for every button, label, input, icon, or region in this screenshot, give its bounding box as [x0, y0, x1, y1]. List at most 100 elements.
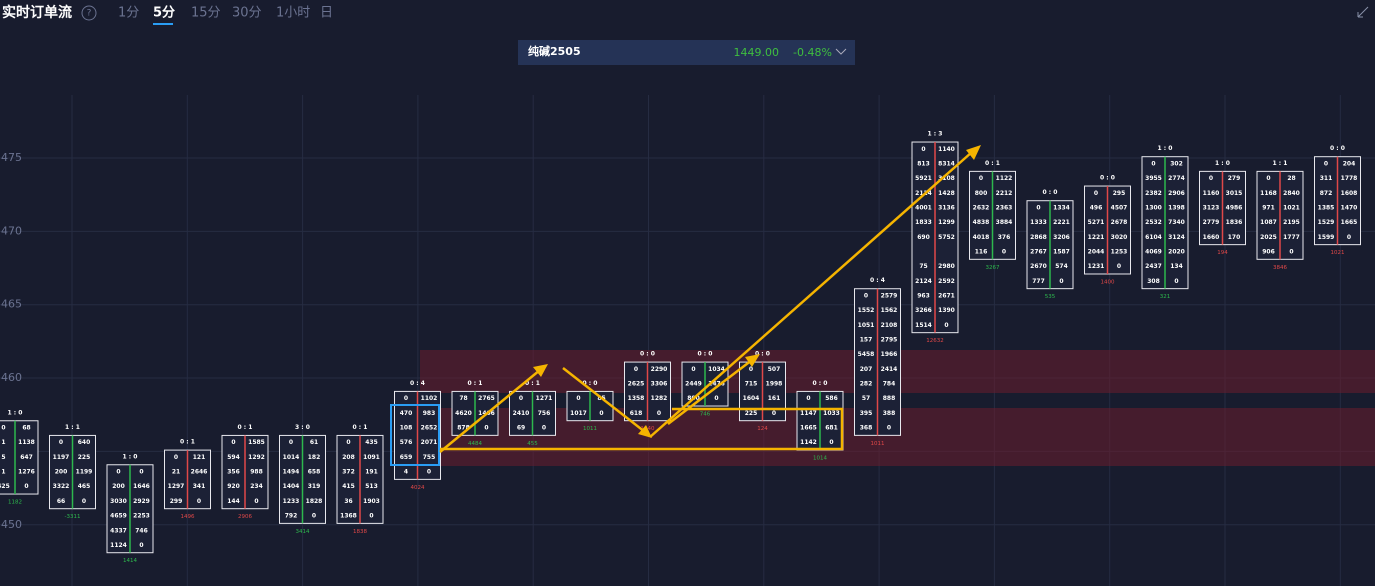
footprint-column: 0 : 0 0 295 496 4507 5271 2678 1221 3020 2044 1253… — [1084, 175, 1131, 285]
collapse-icon[interactable] — [1357, 6, 1369, 18]
tab[interactable]: 1分 — [118, 6, 139, 21]
column-delta: 3414 — [296, 529, 310, 535]
bid-volume: 496 — [1090, 205, 1103, 212]
help-icon-text[interactable]: ? — [87, 9, 92, 19]
ask-volume: 3306 — [651, 381, 668, 388]
ask-volume: 2765 — [478, 395, 495, 402]
bid-volume: 311 — [1320, 175, 1333, 182]
ask-volume: 888 — [883, 395, 896, 402]
bid-volume: 3030 — [110, 498, 127, 505]
column-header: 3 : 0 — [295, 424, 310, 431]
bid-volume: 920 — [227, 483, 240, 490]
column-header: 0 : 0 — [640, 351, 655, 358]
column-header: 1 : 0 — [1215, 160, 1230, 167]
ask-volume: 182 — [308, 454, 321, 461]
column-header: 0 : 1 — [985, 160, 1000, 167]
ask-volume: 784 — [883, 381, 896, 388]
tab[interactable]: 30分 — [232, 6, 262, 21]
bid-volume: 792 — [285, 513, 298, 520]
ask-volume: 1138 — [18, 439, 35, 446]
bid-volume: 594 — [227, 454, 240, 461]
ask-volume: 0 — [1174, 278, 1178, 285]
ask-volume: 61 — [310, 439, 318, 446]
ask-volume: 0 — [1347, 234, 1351, 241]
ask-volume: 681 — [825, 425, 838, 432]
dropdown-chevron[interactable] — [835, 48, 847, 55]
ask-volume: 5752 — [938, 234, 955, 241]
column-header: 0 : 0 — [583, 380, 598, 387]
ask-volume: 4986 — [1226, 205, 1243, 212]
ask-volume: 1778 — [1341, 175, 1358, 182]
arrowheads — [533, 145, 981, 438]
bid-volume: 4620 — [455, 410, 472, 417]
ask-volume: 1271 — [536, 395, 553, 402]
column-delta: 2906 — [238, 514, 252, 520]
ask-volume: 121 — [193, 454, 206, 461]
bid-volume: 208 — [342, 454, 355, 461]
footprint-column: 3 : 0 0 61 1014 182 1494 658 1404 319 1233 1828 792… — [279, 424, 326, 535]
ask-volume: 0 — [542, 425, 546, 432]
bid-volume: 116 — [975, 249, 988, 256]
ask-volume: 513 — [365, 483, 378, 490]
footprint-columns: 1 : 006811138564711276425011821 : 106401… — [0, 131, 1361, 564]
ask-volume: 1299 — [938, 219, 955, 226]
price-label: 1460 — [0, 371, 22, 384]
bid-volume: 1160 — [1203, 190, 1220, 197]
bid-volume: 1142 — [800, 439, 817, 446]
bid-volume: 372 — [342, 469, 355, 476]
column-delta: 3267 — [986, 265, 1000, 271]
range-box — [440, 407, 844, 451]
price-label: 1470 — [0, 224, 22, 237]
bid-volume: 225 — [745, 410, 758, 417]
ask-volume: 3206 — [1053, 234, 1070, 241]
bid-volume: 4001 — [915, 205, 932, 212]
ask-volume: 0 — [944, 322, 948, 329]
ask-volume: 0 — [599, 410, 603, 417]
bid-volume: 2632 — [973, 205, 990, 212]
bid-volume: 36 — [344, 498, 352, 505]
ask-volume: 2108 — [881, 322, 898, 329]
bid-volume: 1014 — [283, 454, 300, 461]
bid-volume: 308 — [1147, 278, 1160, 285]
ask-volume: 0 — [369, 513, 373, 520]
ask-volume: 1428 — [938, 190, 955, 197]
bid-volume: 282 — [860, 381, 873, 388]
tab[interactable]: 1小时 — [276, 6, 310, 21]
ask-volume: 170 — [1228, 234, 1241, 241]
arrowhead — [533, 364, 548, 377]
bid-volume: 0 — [1151, 161, 1155, 168]
bid-volume: 2382 — [1145, 190, 1162, 197]
bid-volume: 1599 — [1318, 234, 1335, 241]
tab[interactable]: 15分 — [191, 6, 221, 21]
bid-volume: 1358 — [628, 395, 645, 402]
bid-volume: 777 — [1032, 278, 1045, 285]
bid-volume: 144 — [227, 498, 240, 505]
ask-volume: 1253 — [1111, 249, 1128, 256]
ask-volume: 1562 — [881, 307, 898, 314]
tab[interactable]: 5分 — [153, 5, 175, 21]
bid-volume: 1385 — [1318, 205, 1335, 212]
bid-volume: 1233 — [283, 498, 300, 505]
instrument-bar[interactable] — [518, 40, 855, 65]
ask-volume: 2929 — [133, 498, 150, 505]
ask-volume: 0 — [484, 425, 488, 432]
ask-volume: 1122 — [996, 175, 1013, 182]
column-header: 0 : 4 — [410, 380, 425, 387]
ask-volume: 3124 — [1168, 234, 1185, 241]
tab[interactable]: 日 — [320, 6, 333, 21]
ask-volume: 319 — [308, 483, 321, 490]
bid-volume: 0 — [289, 439, 293, 446]
bid-volume: 1231 — [1088, 263, 1105, 270]
bid-volume: 715 — [745, 381, 758, 388]
bid-volume: 2124 — [915, 278, 932, 285]
column-delta: 455 — [527, 441, 538, 447]
bid-volume: 0 — [864, 293, 868, 300]
ask-volume: 2363 — [996, 205, 1013, 212]
ask-volume: 755 — [423, 454, 436, 461]
arrow — [649, 151, 973, 438]
help-icon[interactable] — [81, 5, 97, 21]
bid-volume: 0 — [749, 366, 753, 373]
ask-volume: 0 — [139, 469, 143, 476]
price-label: 1475 — [0, 151, 22, 164]
